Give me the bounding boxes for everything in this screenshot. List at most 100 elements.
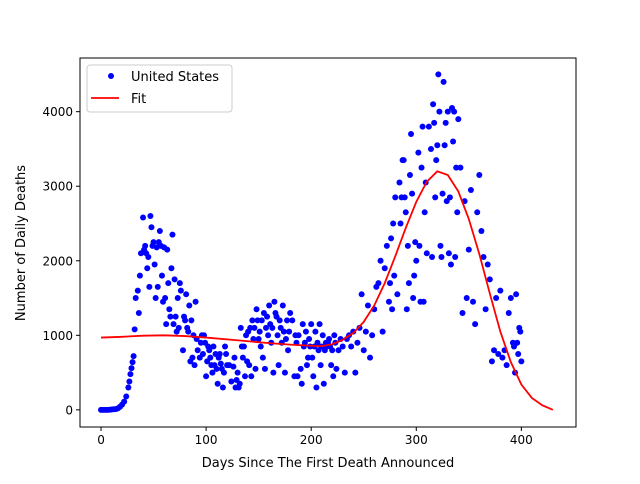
- data-point-268: [435, 71, 442, 78]
- data-point-80: [199, 350, 206, 357]
- data-point-55: [171, 276, 178, 283]
- data-point-256: [420, 298, 427, 305]
- y-tick-label-2000: 2000: [42, 254, 73, 268]
- data-point-183: [314, 339, 321, 346]
- data-point-235: [397, 220, 404, 227]
- data-point-226: [385, 298, 392, 305]
- data-point-154: [280, 328, 287, 335]
- data-point-48: [164, 246, 171, 253]
- axes-border: [79, 57, 577, 428]
- data-point-128: [253, 306, 260, 313]
- x-axis-label: Days Since The First Death Announced: [202, 456, 454, 471]
- data-point-274: [441, 142, 448, 149]
- data-point-171: [301, 339, 308, 346]
- y-axis: 0 1000 2000 3000 4000: [42, 105, 80, 417]
- data-point-288: [457, 164, 464, 171]
- data-point-140: [266, 302, 273, 309]
- data-point-279: [446, 194, 453, 201]
- data-point-54: [170, 321, 177, 328]
- data-point-320: [517, 328, 524, 335]
- data-point-174: [305, 354, 312, 361]
- data-point-14: [126, 378, 133, 385]
- data-point-90: [210, 343, 217, 350]
- data-point-64: [182, 317, 189, 324]
- data-point-249: [412, 239, 419, 246]
- data-point-94: [214, 380, 221, 387]
- data-point-259: [423, 250, 430, 257]
- data-point-277: [444, 108, 451, 115]
- data-point-214: [360, 347, 367, 354]
- data-point-100: [220, 369, 227, 376]
- data-point-297: [476, 172, 483, 179]
- data-point-35: [150, 239, 157, 246]
- data-point-241: [403, 306, 410, 313]
- data-point-225: [383, 242, 390, 249]
- data-point-65: [183, 291, 190, 298]
- data-point-32: [147, 213, 154, 220]
- data-point-51: [167, 313, 174, 320]
- data-point-287: [455, 116, 462, 123]
- data-point-306: [495, 350, 502, 357]
- data-point-238: [400, 157, 407, 164]
- data-point-137: [263, 324, 269, 331]
- data-point-150: [276, 317, 283, 324]
- data-point-264: [431, 119, 438, 126]
- data-point-221: [375, 280, 382, 287]
- data-point-52: [168, 265, 175, 272]
- data-point-121: [246, 362, 253, 369]
- data-point-71: [189, 354, 196, 361]
- data-point-285: [453, 164, 460, 171]
- data-point-165: [294, 373, 301, 380]
- data-point-125: [250, 336, 257, 343]
- data-point-239: [401, 194, 408, 201]
- data-point-305: [493, 295, 500, 302]
- data-point-198: [330, 373, 337, 380]
- data-point-293: [467, 186, 474, 193]
- data-point-33: [148, 224, 155, 231]
- data-point-96: [216, 350, 223, 357]
- data-point-59: [175, 324, 182, 331]
- data-point-49: [165, 280, 172, 287]
- data-point-244: [406, 172, 413, 179]
- x-tick-label-200: 200: [300, 433, 323, 447]
- data-point-185: [316, 321, 323, 328]
- data-point-159: [286, 328, 293, 335]
- data-point-269: [436, 108, 443, 115]
- data-point-318: [515, 350, 522, 357]
- data-point-29: [144, 265, 151, 272]
- data-point-292: [465, 246, 472, 253]
- data-point-178: [309, 354, 316, 361]
- data-point-267: [434, 142, 441, 149]
- data-point-316: [513, 291, 520, 298]
- data-point-251: [415, 149, 422, 156]
- data-point-208: [348, 343, 355, 350]
- data-point-115: [239, 354, 246, 361]
- data-point-148: [274, 332, 281, 339]
- data-point-127: [252, 365, 259, 372]
- data-point-246: [409, 190, 416, 197]
- data-point-61: [177, 287, 184, 294]
- data-point-161: [289, 317, 296, 324]
- data-point-263: [430, 101, 437, 108]
- data-point-166: [295, 332, 302, 339]
- data-point-17: [129, 359, 136, 366]
- data-point-83: [203, 373, 210, 380]
- data-point-289: [459, 309, 466, 316]
- data-point-282: [450, 138, 457, 145]
- data-point-280: [447, 261, 454, 268]
- data-point-291: [463, 295, 470, 302]
- y-tick-label-4000: 4000: [42, 105, 73, 119]
- data-point-50: [166, 306, 173, 313]
- data-point-47: [163, 321, 170, 328]
- data-point-321: [518, 358, 525, 365]
- data-point-31: [146, 283, 153, 290]
- data-point-68: [186, 302, 193, 309]
- data-point-286: [454, 209, 461, 216]
- data-point-275: [442, 119, 449, 126]
- y-axis-label: Number of Daily Deaths: [14, 165, 29, 321]
- data-point-169: [299, 321, 306, 328]
- data-point-224: [381, 265, 388, 272]
- data-point-12: [123, 393, 130, 400]
- data-point-234: [396, 179, 403, 186]
